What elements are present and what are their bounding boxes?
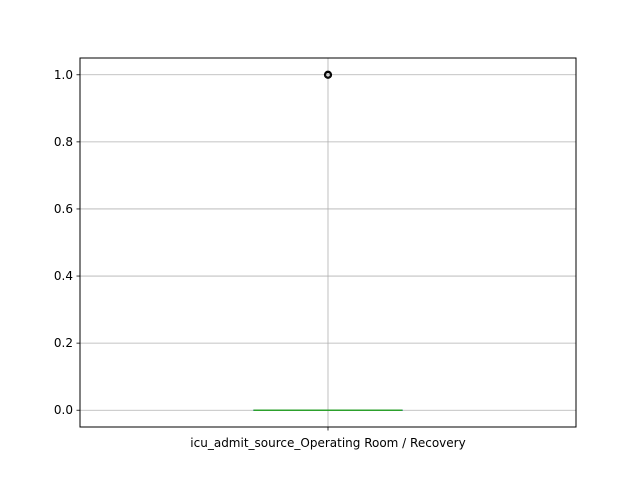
grid-lines bbox=[80, 58, 576, 427]
y-tick-label: 0.0 bbox=[54, 403, 73, 417]
x-category-label: icu_admit_source_Operating Room / Recove… bbox=[190, 436, 465, 450]
y-tick-label: 0.2 bbox=[54, 336, 73, 350]
y-tick-label: 0.4 bbox=[54, 269, 73, 283]
y-axis-ticks: 0.0 0.2 0.4 0.6 0.8 1.0 bbox=[54, 68, 329, 431]
plot-marks bbox=[253, 70, 403, 411]
axis-labels: icu_admit_source_Operating Room / Recove… bbox=[190, 436, 465, 450]
outlier-point bbox=[323, 70, 333, 79]
outlier-point bbox=[325, 71, 332, 78]
y-tick-label: 0.6 bbox=[54, 202, 73, 216]
y-tick-label: 0.8 bbox=[54, 135, 73, 149]
y-tick-label: 1.0 bbox=[54, 68, 73, 82]
